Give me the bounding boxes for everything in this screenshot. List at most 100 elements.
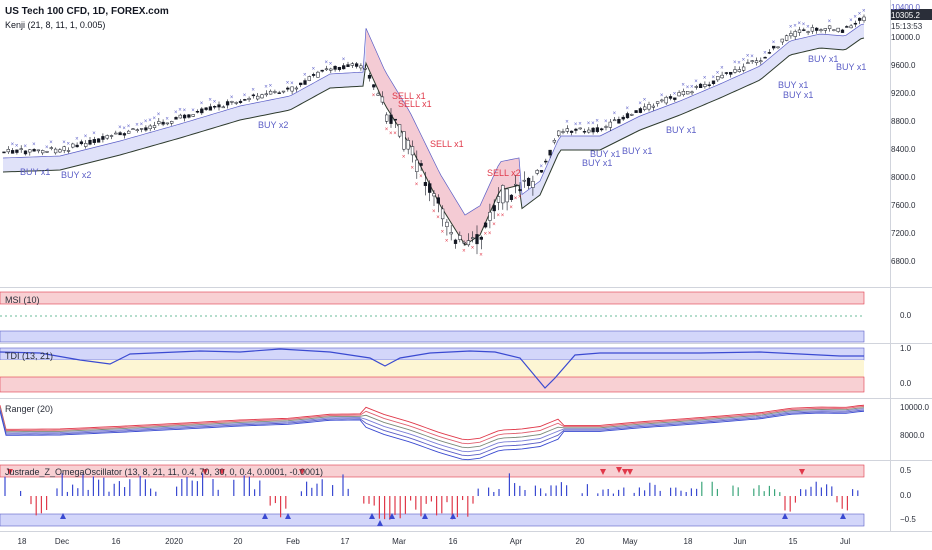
osc-sell-triangle (627, 469, 633, 475)
candle-body (707, 84, 711, 86)
osc-sell-triangle (299, 469, 305, 475)
buy-marker: × (24, 144, 28, 150)
buy-marker: × (712, 75, 716, 81)
candle-body (737, 69, 741, 73)
candle-body (539, 170, 544, 173)
candle-body (213, 106, 217, 108)
kenji-slow-line (2, 37, 865, 246)
buy-marker: × (67, 141, 71, 147)
sell-marker: × (497, 213, 501, 219)
candle-body (492, 205, 496, 212)
candle-body (767, 52, 772, 54)
candle-body (698, 83, 703, 89)
tdi-title[interactable]: TDI (13, 21) (5, 351, 54, 361)
candle-body (385, 114, 389, 122)
candle-body (849, 25, 853, 29)
osc-sell-triangle (799, 469, 805, 475)
candle-body (165, 122, 170, 125)
candle-body (797, 29, 802, 33)
candle-body (225, 101, 230, 106)
ranger-line (0, 409, 865, 457)
buy-marker: × (638, 101, 642, 107)
candle-body (372, 84, 376, 88)
time-tick: Mar (392, 537, 406, 546)
ranger-title[interactable]: Ranger (20) (5, 404, 54, 414)
time-tick: 17 (340, 537, 350, 546)
candle-body (380, 96, 385, 103)
candle-body (264, 93, 268, 96)
candle-body (526, 177, 531, 186)
candle-body (741, 66, 746, 71)
candle-body (234, 102, 238, 104)
candle-body (445, 221, 449, 227)
candle-body (96, 138, 101, 143)
sell-marker: × (372, 93, 376, 99)
time-tick: 2020 (165, 537, 183, 546)
candle-body (299, 82, 303, 86)
candle-body (49, 147, 53, 149)
candle-body (772, 45, 776, 49)
sell-marker: × (518, 195, 522, 201)
candle-body (496, 196, 501, 203)
candle-body (565, 128, 569, 132)
buy-signal-label: BUY x2 (258, 120, 289, 130)
candle-body (389, 114, 393, 124)
sell-marker: × (385, 127, 389, 133)
buy-signal-label: BUY x1 (582, 158, 613, 168)
osc-sell-triangle (622, 469, 628, 475)
candle-body (509, 194, 514, 200)
msi-title[interactable]: MSI (10) (5, 295, 40, 305)
buy-marker: × (806, 25, 810, 31)
signal-markers: × × × × ×× × ×× ××× × × × × × × ×××× × × ××× ×× ××× ×× ×××× ××… (11, 8, 866, 258)
buy-signal-label: BUY x1 (808, 54, 839, 64)
candle-body (823, 28, 827, 31)
buy-marker: × (178, 108, 182, 114)
candle-body (419, 163, 423, 166)
buy-marker: × (694, 79, 698, 85)
candle-body (703, 84, 707, 87)
candle-body (488, 211, 492, 221)
buy-marker: × (660, 93, 664, 99)
candle-body (505, 188, 509, 203)
candle-body (750, 60, 754, 62)
price-tick: 9200.0 (891, 89, 916, 98)
candle-body (518, 189, 522, 191)
ranger-line (0, 410, 865, 461)
buy-marker: × (165, 117, 169, 123)
candle-body (561, 131, 565, 133)
candle-body (139, 128, 144, 130)
candle-body (294, 87, 299, 90)
time-tick: 20 (575, 537, 585, 546)
sell-signal-label: SELL x1 (430, 139, 464, 149)
osc-sell-triangle (202, 469, 208, 475)
candle-body (36, 149, 41, 152)
candle-body (759, 60, 763, 63)
symbol-title[interactable]: US Tech 100 CFD, 1D, FOREX.com (5, 6, 169, 17)
candle-body (174, 117, 178, 120)
candle-body (247, 98, 251, 100)
ranger-line (0, 408, 865, 453)
buy-marker: × (849, 18, 853, 24)
candle-body (333, 65, 337, 70)
buy-marker: × (703, 75, 707, 81)
time-tick: 16 (448, 537, 458, 546)
candle-body (152, 125, 157, 128)
candle-body (440, 208, 445, 220)
buy-marker: × (144, 119, 148, 125)
time-tick: 18 (683, 537, 693, 546)
candle-body (428, 183, 432, 193)
buy-marker: × (565, 119, 569, 125)
time-axis[interactable]: 18 Dec 16 2020 20 Feb 17 Mar 16 Apr 20 M… (0, 532, 890, 550)
candle-body (402, 131, 406, 150)
candle-body (720, 74, 724, 79)
buy-signal-label: BUY x1 (622, 146, 653, 156)
time-tick: 18 (17, 537, 27, 546)
candle-body (71, 143, 75, 148)
indicator-label[interactable]: Kenji (21, 8, 11, 1, 0.005) (5, 20, 106, 30)
buy-marker: × (772, 40, 776, 46)
osc-title[interactable]: Justrade_Z_OmegaOscillator (13, 8, 21, 1… (5, 467, 324, 477)
candle-body (144, 127, 148, 131)
candle-body (393, 118, 397, 121)
price-axis[interactable]: 10400.0 10305.2 15:13:53 10000.0 9600.0 … (891, 0, 932, 290)
